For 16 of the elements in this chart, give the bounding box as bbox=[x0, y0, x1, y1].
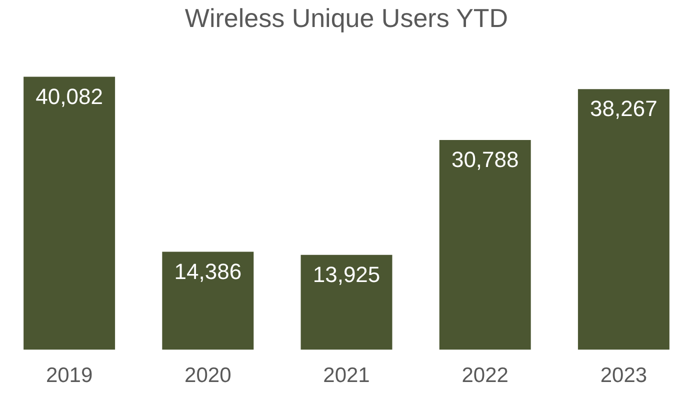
x-tick-label: 2020 bbox=[184, 364, 232, 388]
x-tick-label: 2022 bbox=[462, 364, 508, 388]
data-label: 40,082 bbox=[36, 84, 103, 109]
chart-title: Wireless Unique Users YTD bbox=[184, 2, 508, 33]
bar bbox=[162, 252, 254, 350]
data-label: 14,386 bbox=[174, 258, 242, 284]
bar bbox=[300, 254, 392, 350]
x-tick-label: 2021 bbox=[323, 364, 370, 388]
bar bbox=[578, 89, 670, 350]
bar bbox=[439, 140, 531, 350]
data-label: 30,788 bbox=[451, 147, 519, 172]
data-label: 13,925 bbox=[312, 262, 380, 287]
x-tick-label: 2023 bbox=[600, 364, 648, 388]
x-tick-label: 2019 bbox=[46, 364, 93, 388]
bar bbox=[24, 76, 116, 350]
data-label: 38,267 bbox=[590, 96, 658, 122]
